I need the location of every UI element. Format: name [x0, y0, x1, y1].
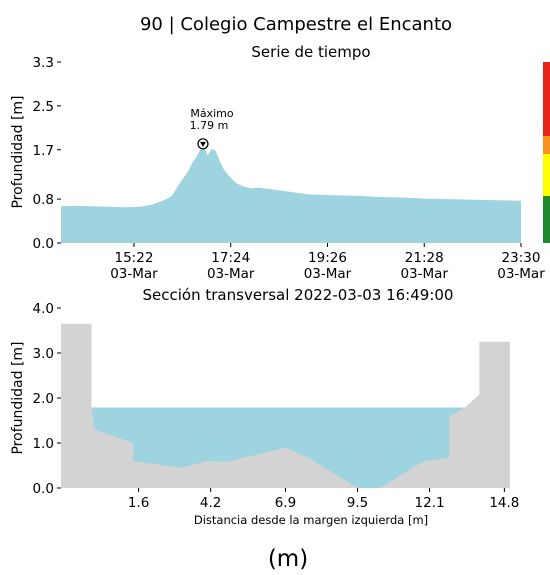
xtick-label: 12.1 [415, 495, 445, 511]
time-series-chart: Serie de tiempo Profundidad [m] 0.0 0.8 1.… [10, 43, 545, 282]
cross-section-title: Sección transversal 2022-03-03 16:49:00 [143, 286, 454, 304]
ytick-label: 0.0 [33, 481, 54, 497]
cross-section-xlabel: Distancia desde la margen izquierda [m] [194, 513, 428, 527]
time-series-ylabel: Profundidad [m] [10, 95, 26, 208]
xtick-date-label: 03-Mar [207, 266, 255, 282]
xtick-date-label: 03-Mar [400, 266, 448, 282]
ytick-label: 1.0 [33, 436, 54, 452]
alert-yellow-segment [543, 154, 550, 196]
xtick-label: 4.2 [200, 495, 221, 511]
alert-orange-segment [543, 136, 550, 154]
xtick-label: 6.9 [275, 495, 296, 511]
ytick-label: 2.5 [33, 99, 54, 115]
xtick-time-label: 17:24 [211, 250, 250, 266]
alert-level-bar [543, 62, 550, 243]
ytick-label: 3.0 [33, 346, 54, 362]
ytick-label: 0.8 [33, 192, 54, 208]
cross-section-chart: Sección transversal 2022-03-03 16:49:00 … [10, 286, 519, 527]
alert-green-segment [543, 196, 550, 243]
xtick-time-label: 23:30 [502, 250, 541, 266]
time-series-area [61, 144, 521, 243]
maximum-marker-arrow-icon [199, 141, 206, 147]
figure-caption: (m) [268, 546, 308, 572]
xtick-date-label: 03-Mar [110, 266, 158, 282]
maximum-annotation: Máximo 1.79 m [190, 107, 234, 150]
ytick-label: 3.3 [33, 55, 54, 71]
ytick-label: 2.0 [33, 391, 54, 407]
xtick-label: 9.5 [347, 495, 368, 511]
ytick-label: 1.7 [33, 143, 54, 159]
xtick-time-label: 21:28 [405, 250, 444, 266]
xtick-label: 14.8 [489, 495, 519, 511]
xtick-label: 1.6 [128, 495, 149, 511]
xtick-date-label: 03-Mar [304, 266, 352, 282]
ytick-label: 4.0 [33, 301, 54, 317]
maximum-label: Máximo [190, 107, 234, 120]
cross-section-ylabel: Profundidad [m] [10, 341, 26, 454]
xtick-date-label: 03-Mar [497, 266, 545, 282]
maximum-value: 1.79 m [190, 119, 229, 132]
page-title: 90 | Colegio Campestre el Encanto [140, 14, 452, 35]
alert-red-segment [543, 62, 550, 136]
xtick-time-label: 15:22 [115, 250, 154, 266]
time-series-title: Serie de tiempo [251, 43, 370, 61]
xtick-time-label: 19:26 [308, 250, 347, 266]
riverbed-profile [61, 323, 510, 488]
ytick-label: 0.0 [33, 236, 54, 252]
